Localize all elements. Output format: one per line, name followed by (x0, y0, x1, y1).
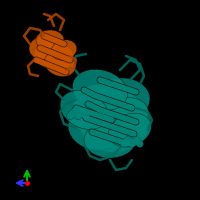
Ellipse shape (34, 42, 74, 70)
Ellipse shape (73, 85, 147, 147)
Ellipse shape (81, 96, 151, 152)
Ellipse shape (29, 36, 59, 60)
Ellipse shape (68, 106, 124, 150)
Ellipse shape (72, 69, 128, 111)
Ellipse shape (51, 40, 77, 60)
Ellipse shape (44, 51, 76, 77)
Ellipse shape (60, 91, 108, 129)
Ellipse shape (84, 122, 136, 158)
Ellipse shape (90, 78, 150, 122)
Ellipse shape (73, 84, 135, 140)
Ellipse shape (36, 30, 64, 50)
Ellipse shape (99, 97, 149, 135)
Ellipse shape (109, 113, 151, 147)
